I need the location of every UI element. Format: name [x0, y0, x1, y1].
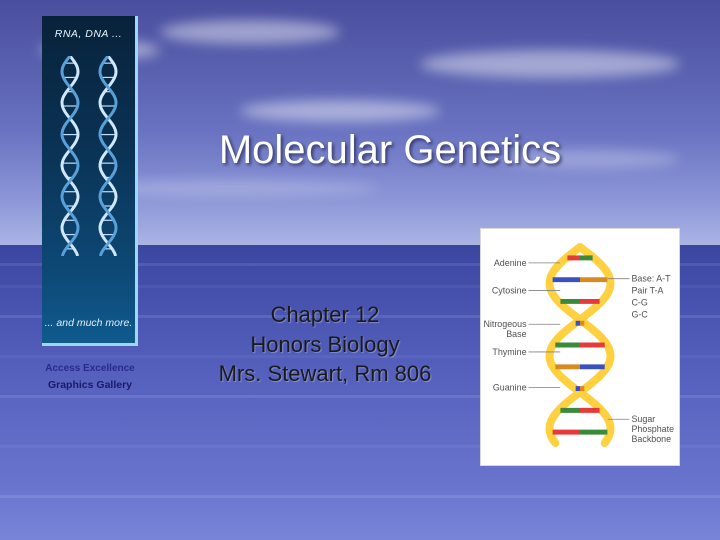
svg-text:Pair T-A: Pair T-A [631, 286, 663, 296]
sidebar-helix-pair [59, 56, 119, 256]
svg-text:Backbone: Backbone [631, 434, 671, 444]
sidebar-footer-line2: Graphics Gallery [42, 379, 138, 393]
slide-subtitle: Chapter 12 Honors Biology Mrs. Stewart, … [170, 300, 480, 389]
svg-text:G-C: G-C [631, 309, 648, 319]
svg-text:Thymine: Thymine [492, 347, 526, 357]
sidebar-heading: RNA, DNA ... [55, 28, 122, 40]
dna-diagram: Adenine Cytosine NitrogeousBase Thymine Guan… [480, 228, 680, 466]
svg-text:Nitrogeous: Nitrogeous [483, 319, 527, 329]
svg-text:Guanine: Guanine [493, 383, 527, 393]
svg-text:Base: A-T: Base: A-T [631, 274, 671, 284]
sidebar-graphic: RNA, DNA ... ... and much more. Access E… [42, 16, 138, 506]
svg-text:C-G: C-G [631, 297, 647, 307]
subtitle-line: Honors Biology [170, 330, 480, 360]
svg-text:Sugar: Sugar [631, 414, 655, 424]
svg-text:Base: Base [506, 329, 526, 339]
dna-diagram-svg: Adenine Cytosine NitrogeousBase Thymine Guan… [481, 229, 679, 465]
sidebar-footer: Access Excellence Graphics Gallery [42, 362, 138, 393]
slide-root: RNA, DNA ... ... and much more. Access E… [0, 0, 720, 540]
rna-helix-icon [59, 56, 81, 256]
sidebar-footer-line1: Access Excellence [42, 362, 138, 375]
subtitle-line: Chapter 12 [170, 300, 480, 330]
sidebar-more-text: ... and much more. [45, 317, 133, 329]
svg-text:Adenine: Adenine [494, 258, 527, 268]
svg-text:Cytosine: Cytosine [492, 286, 527, 296]
sidebar-panel: RNA, DNA ... ... and much more. [42, 16, 138, 346]
subtitle-line: Mrs. Stewart, Rm 806 [170, 359, 480, 389]
slide-title: Molecular Genetics [180, 128, 600, 173]
dna-helix-icon [97, 56, 119, 256]
svg-text:Phosphate: Phosphate [631, 424, 674, 434]
